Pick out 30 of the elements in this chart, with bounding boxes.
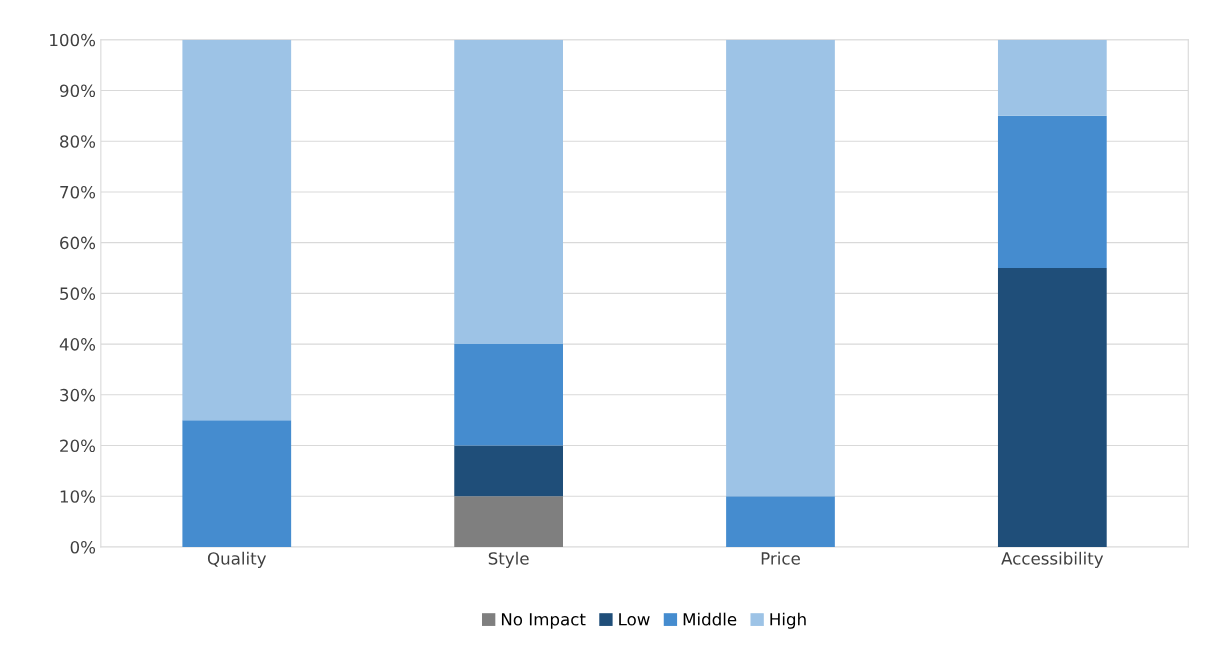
legend-label: Low	[619, 613, 650, 626]
x-tick-label: Accessibility	[1001, 551, 1104, 568]
y-tick-label: 50%	[60, 287, 96, 300]
y-tick-label: 20%	[60, 439, 96, 453]
x-tick-label: Quality	[207, 551, 267, 568]
bar	[182, 420, 292, 547]
bar	[997, 115, 1107, 269]
y-tick-label: 0%	[70, 540, 96, 554]
y-tick-label: 90%	[59, 84, 96, 98]
bar	[997, 39, 1107, 116]
y-tick-label: 70%	[60, 185, 96, 199]
legend-label: High	[770, 612, 806, 629]
bar	[997, 268, 1107, 547]
bar	[454, 445, 563, 497]
y-tick-label: 10%	[60, 490, 96, 503]
bar	[454, 344, 563, 446]
y-tick-label: 80%	[60, 135, 96, 148]
legend-label: No Impact	[501, 613, 586, 629]
bar	[726, 496, 835, 547]
legend-label: Middle	[683, 612, 737, 626]
bar	[454, 496, 563, 547]
bar	[454, 39, 563, 345]
y-tick-label: 40%	[59, 338, 96, 351]
x-tick-label: Style	[488, 551, 529, 568]
y-tick-label: 60%	[60, 236, 96, 250]
y-tick-label: 30%	[60, 388, 96, 402]
bar	[182, 39, 292, 421]
bar	[726, 39, 835, 497]
y-tick-label: 100%	[50, 33, 96, 47]
x-tick-label: Price	[761, 551, 800, 565]
